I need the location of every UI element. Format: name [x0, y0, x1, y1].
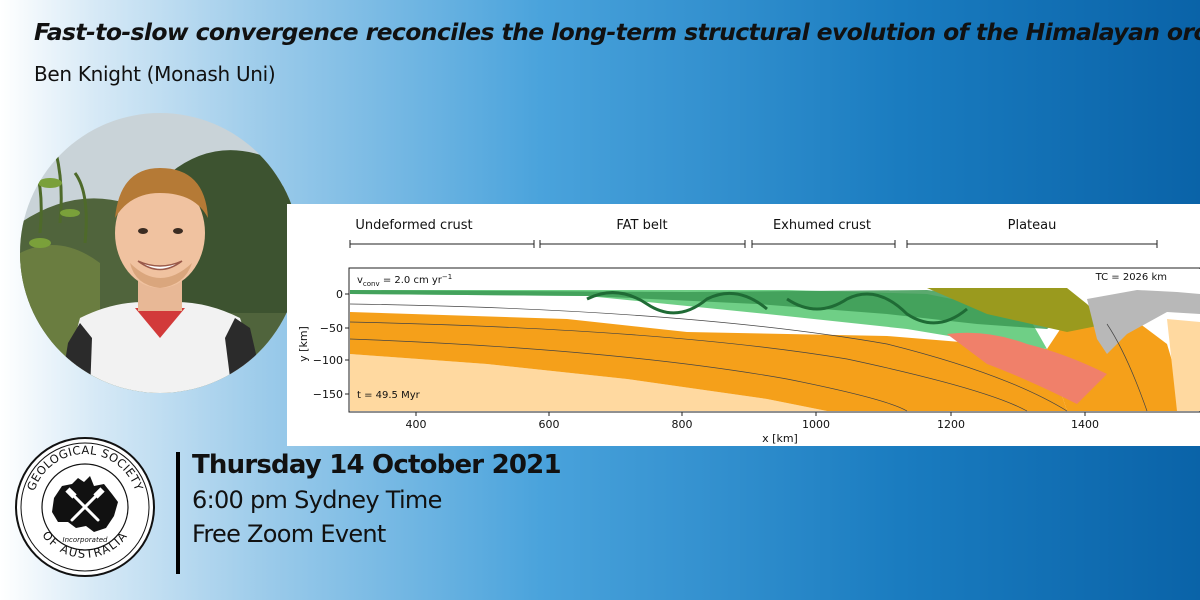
divider: [176, 452, 180, 574]
model-cross-section: [349, 269, 1200, 412]
region-label: Plateau: [1008, 218, 1057, 233]
speaker-photo: [20, 113, 300, 393]
event-format: Free Zoom Event: [192, 520, 386, 548]
y-tick-label: −150: [313, 388, 343, 401]
gsa-logo: GEOLOGICAL SOCIETY OF AUSTRALIA Incorpor…: [14, 436, 156, 578]
region-brackets: [349, 240, 1158, 248]
x-tick-label: 800: [672, 418, 693, 431]
y-tick-label: 0: [336, 288, 343, 301]
model-figure: Undeformed crust FAT belt Exhumed crust …: [287, 204, 1200, 446]
time-annotation: t = 49.5 Myr: [357, 390, 421, 401]
x-tick-label: 600: [539, 418, 560, 431]
y-axis-label: y [km]: [297, 326, 310, 362]
y-tick-label: −50: [320, 322, 343, 335]
region-label: FAT belt: [616, 218, 667, 233]
region-label: Exhumed crust: [773, 218, 871, 233]
y-tick-label: −100: [313, 354, 343, 367]
x-tick-label: 400: [406, 418, 427, 431]
logo-incorporated: Incorporated: [63, 536, 108, 544]
x-tick-label: 1200: [937, 418, 965, 431]
event-date: Thursday 14 October 2021: [192, 450, 562, 480]
event-details: Thursday 14 October 2021 6:00 pm Sydney …: [192, 450, 562, 554]
velocity-annotation: vconv = 2.0 cm yr−1: [357, 273, 452, 288]
talk-title: Fast-to-slow convergence reconciles the …: [34, 18, 1200, 46]
crossed-hammers-icon: [70, 492, 100, 522]
event-time: 6:00 pm Sydney Time: [192, 486, 442, 514]
x-tick-label: 1400: [1071, 418, 1099, 431]
region-label: Undeformed crust: [355, 218, 472, 233]
x-axis-label: x [km]: [762, 432, 798, 445]
x-tick-label: 1000: [802, 418, 830, 431]
speaker-name: Ben Knight (Monash Uni): [34, 62, 276, 86]
tc-annotation: TC = 2026 km: [1095, 272, 1167, 283]
